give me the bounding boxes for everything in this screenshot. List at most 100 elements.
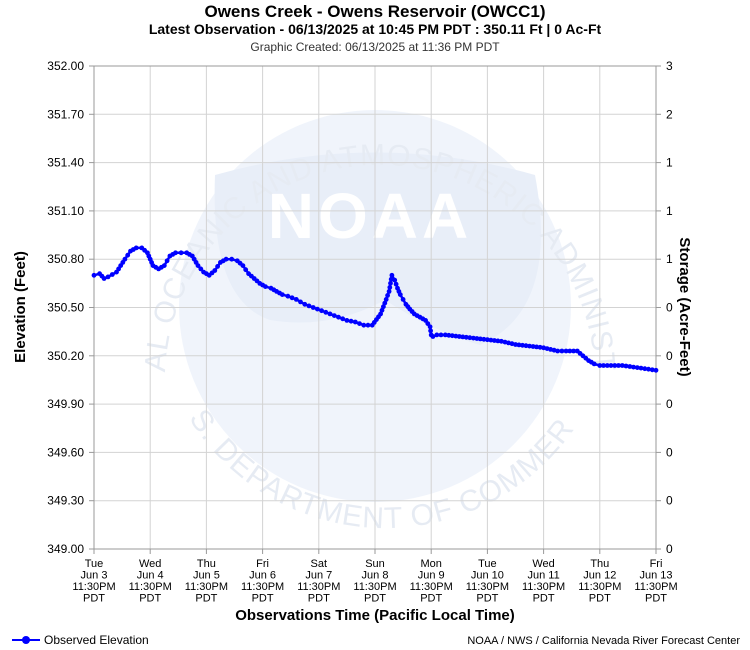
y2-tick-label: 0 [666,397,673,411]
x-tick-label: Fri Jun 13 11:30PM PDT [634,558,677,605]
y-tick-label: 351.40 [47,156,84,170]
data-point [616,363,621,368]
data-point [446,332,452,338]
data-point [467,335,473,341]
data-point [331,313,337,318]
y2-tick-label: 0 [666,349,673,363]
y-axis-title: Elevation (Feet) [12,251,29,363]
data-point [559,348,565,354]
data-point [229,256,235,262]
data-point [623,363,629,369]
data-point [392,277,398,283]
watermark-logo-text: NOAA [268,180,472,252]
data-point [428,328,433,334]
legend-swatch-observed [12,635,40,645]
data-point [619,363,625,368]
data-point [133,245,139,251]
data-point [173,250,178,256]
y-tick-label: 351.10 [47,204,84,218]
data-point [567,348,573,354]
data-point [555,348,560,354]
data-point [400,297,406,302]
y-tick-label: 349.00 [47,542,84,556]
x-tick-label: Tue Jun 10 11:30PM PDT [466,558,509,605]
data-point [474,336,480,341]
data-point [604,363,610,368]
legend: Observed Elevation [12,633,149,647]
data-point [430,334,436,339]
x-tick-label: Wed Jun 4 11:30PM PDT [129,558,172,605]
data-point [434,332,440,338]
data-point [240,263,246,268]
data-point [492,338,497,343]
data-point [530,344,536,349]
data-point [243,267,249,273]
data-point [563,348,569,354]
data-point [478,336,483,342]
data-point [634,365,640,370]
data-point [357,321,362,326]
data-point [387,285,393,290]
x-tick-label: Thu Jun 12 11:30PM PDT [578,558,621,605]
series-layer [91,245,659,373]
y-tick-label: 350.20 [47,349,84,363]
data-point [365,322,371,328]
data-point [627,364,633,369]
data-point [388,280,393,286]
data-point [348,318,354,324]
data-point [438,332,444,338]
data-point [212,268,218,273]
noaa-watermark: NOAA NATIONAL OCEANIC AND ATMOSPHERIC AD… [0,0,620,535]
data-point [164,258,170,264]
data-point [279,292,285,297]
x-tick-label: Thu Jun 5 11:30PM PDT [185,558,228,605]
x-tick-label: Fri Jun 6 11:30PM PDT [241,558,284,605]
data-point [289,295,295,301]
y2-tick-label: 1 [666,156,673,170]
data-point [382,300,388,306]
x-tick-label: Tue Jun 3 11:30PM PDT [72,558,115,605]
data-point [612,363,618,368]
y-tick-label: 350.50 [47,301,84,315]
data-point [460,334,466,340]
data-point [481,336,487,342]
y2-tick-label: 0 [666,494,673,508]
y2-tick-label: 0 [666,301,673,315]
data-point [198,266,204,272]
x-axis-title: Observations Time (Pacific Local Time) [235,607,515,624]
y-axis-ticks: 349.00 349.30 349.60 349.90 350.20 350.50 350.… [47,59,94,556]
y2-tick-label: 1 [666,204,673,218]
data-point [361,322,367,328]
data-point [344,318,350,323]
data-point [537,344,543,350]
y-tick-label: 350.80 [47,252,84,266]
watermark-bird-shape [214,152,541,345]
data-point [471,335,476,341]
data-point [649,367,655,373]
data-point [597,363,603,368]
data-point [642,366,648,372]
x-axis-ticks: Tue Jun 3 11:30PM PDT Wed Jun 4 11:30PM PDT Thu J… [72,549,678,605]
data-point [302,301,308,307]
data-point [527,343,532,349]
data-point [449,333,455,339]
data-point [195,263,201,268]
data-point [383,297,389,302]
data-point [520,342,525,348]
y2-tick-label: 0 [666,542,673,556]
graphic-created: Graphic Created: 06/13/2025 at 11:36 PM … [250,40,500,54]
data-point [463,334,469,340]
data-point [178,250,184,256]
x-tick-label: Wed Jun 11 11:30PM PDT [522,558,565,605]
data-point [638,365,644,371]
data-point [336,314,341,320]
data-point [298,299,303,305]
y-tick-label: 352.00 [47,59,84,73]
data-point [91,272,97,278]
data-point [397,292,403,297]
data-point [315,306,320,312]
data-point [161,263,167,268]
data-point [495,338,501,344]
y2-tick-label: 0 [666,445,673,459]
